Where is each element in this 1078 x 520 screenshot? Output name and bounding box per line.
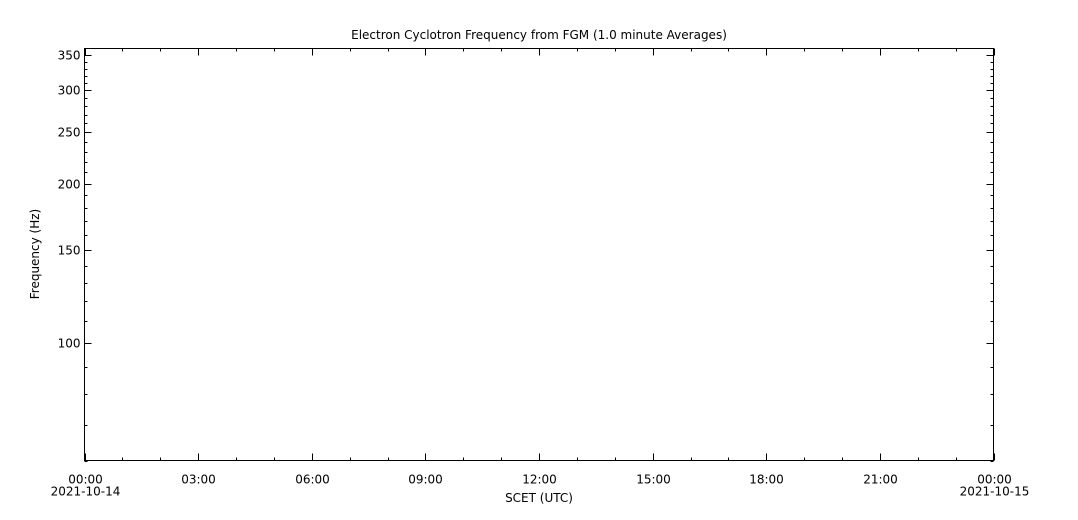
x-tick-date-label: 2021-10-15	[960, 485, 1030, 499]
x-axis-label: SCET (UTC)	[505, 491, 573, 505]
x-tick-label: 15:00	[636, 473, 671, 487]
x-tick-label: 00:00	[977, 473, 1012, 487]
y-axis: 100 150 200 250 300 350	[58, 49, 994, 462]
x-tick-label: 12:00	[522, 473, 557, 487]
x-tick-label: 21:00	[863, 473, 898, 487]
x-tick-date-label: 2021-10-14	[51, 485, 121, 499]
y-tick-label: 350	[58, 49, 81, 63]
plot-area	[84, 48, 994, 461]
x-tick-label: 09:00	[408, 473, 443, 487]
y-axis-label: Frequency (Hz)	[28, 209, 42, 300]
x-tick-label: 03:00	[181, 473, 216, 487]
y-tick-label: 300	[58, 84, 81, 98]
x-tick-label: 18:00	[749, 473, 784, 487]
x-tick-label: 00:00	[68, 473, 103, 487]
y-tick-label: 150	[58, 244, 81, 258]
y-tick-label: 250	[58, 126, 81, 140]
y-tick-label: 100	[58, 337, 81, 351]
x-tick-label: 06:00	[295, 473, 330, 487]
y-tick-label: 200	[58, 178, 81, 192]
chart-title: Electron Cyclotron Frequency from FGM (1…	[351, 28, 727, 42]
